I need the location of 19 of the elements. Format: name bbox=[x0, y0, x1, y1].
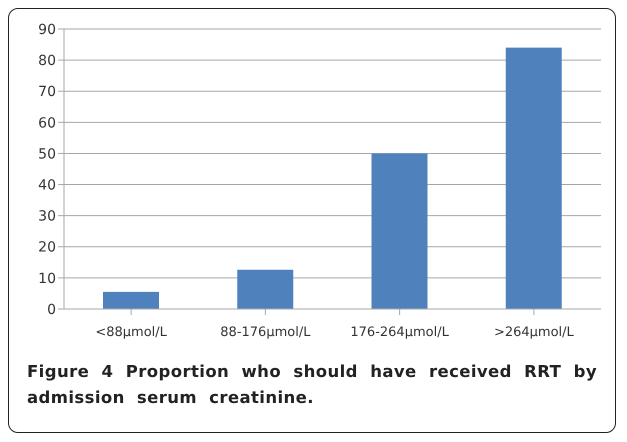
caption: Figure 4 Proportion who should have received RRT by admission serum creatinine. bbox=[27, 361, 597, 409]
y-tick-label: 80 bbox=[38, 53, 56, 70]
bar bbox=[372, 153, 428, 309]
x-tick-label: >264µmol/L bbox=[494, 325, 575, 340]
bar bbox=[237, 270, 294, 309]
y-tick-label: 70 bbox=[38, 84, 56, 100]
bar bbox=[103, 292, 159, 309]
y-tick-label: 60 bbox=[38, 115, 56, 132]
y-tick-label: 50 bbox=[38, 146, 56, 162]
x-tick-label: 88-176µmol/L bbox=[220, 325, 312, 340]
y-tick-label: 20 bbox=[38, 240, 56, 256]
bar bbox=[506, 48, 562, 309]
x-tick-label: <88µmol/L bbox=[95, 325, 168, 340]
x-tick-label: 176-264µmol/L bbox=[350, 325, 450, 340]
y-tick-label: 40 bbox=[38, 178, 56, 194]
y-tick-label: 90 bbox=[38, 22, 56, 38]
y-tick-label: 30 bbox=[38, 208, 56, 225]
y-tick-label: 10 bbox=[38, 270, 56, 287]
y-tick-label: 0 bbox=[47, 302, 56, 318]
